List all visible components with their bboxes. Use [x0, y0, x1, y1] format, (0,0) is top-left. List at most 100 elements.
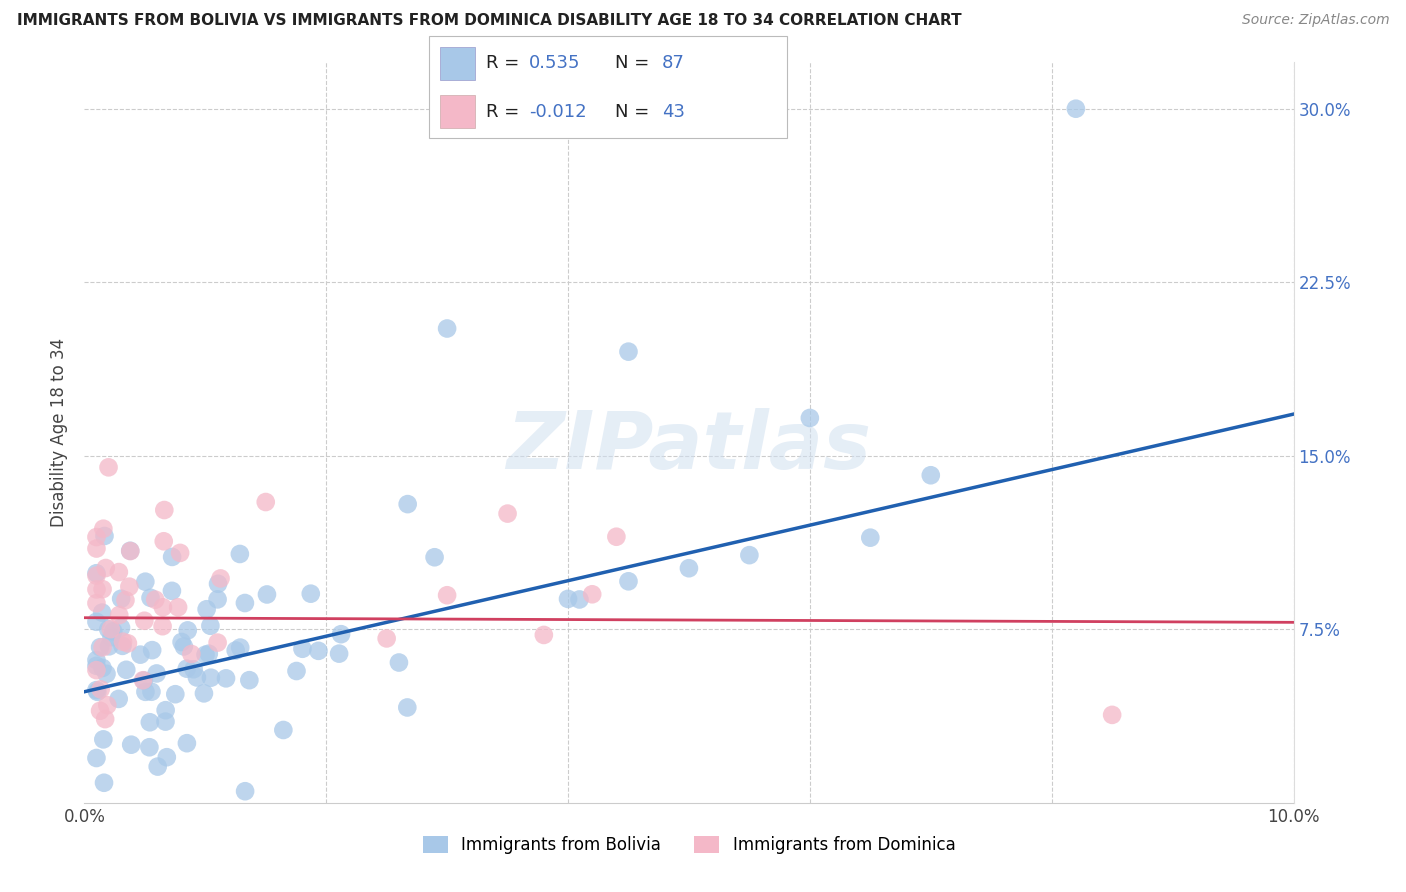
Point [152, 619, 174, 633]
Point [134, 574, 156, 589]
Point [330, 627, 353, 641]
Point [375, 632, 398, 646]
Point [96, 666, 118, 681]
Point [100, 630, 122, 644]
Point [194, 648, 217, 662]
Point [86, 541, 108, 556]
Point [160, 583, 183, 598]
Point [111, 639, 134, 653]
Point [233, 784, 256, 798]
Point [100, 622, 122, 636]
Point [170, 635, 193, 649]
Point [183, 662, 205, 676]
Point [165, 687, 187, 701]
Point [436, 321, 458, 335]
Point [160, 549, 183, 564]
Point [155, 703, 177, 717]
Point [86, 683, 108, 698]
Point [167, 600, 190, 615]
Point [91, 606, 114, 620]
Point [799, 411, 821, 425]
Point [396, 497, 419, 511]
Point [285, 664, 308, 678]
Text: R =: R = [486, 54, 526, 72]
Point [107, 692, 129, 706]
Point [89, 704, 111, 718]
Point [120, 544, 142, 558]
Point [173, 640, 195, 654]
Point [291, 641, 314, 656]
Point [91, 661, 114, 675]
Point [273, 723, 295, 737]
Point [152, 534, 174, 549]
Point [1064, 102, 1087, 116]
Point [86, 663, 108, 677]
Point [186, 670, 208, 684]
Point [215, 671, 238, 685]
Point [328, 647, 350, 661]
Point [132, 673, 155, 688]
Point [238, 673, 260, 688]
Point [103, 624, 125, 639]
Point [93, 529, 115, 543]
Point [176, 662, 198, 676]
Point [233, 596, 256, 610]
Point [496, 507, 519, 521]
Point [115, 663, 138, 677]
Point [98, 640, 121, 654]
Point [436, 588, 458, 602]
Point [1101, 707, 1123, 722]
Point [139, 715, 162, 730]
Point [93, 522, 115, 536]
Point [738, 548, 761, 562]
Point [229, 640, 252, 655]
Point [156, 750, 179, 764]
Point [605, 530, 627, 544]
Point [207, 576, 229, 591]
Point [94, 712, 117, 726]
Point [108, 608, 131, 623]
Point [110, 621, 132, 635]
Point [617, 344, 640, 359]
Point [86, 685, 108, 699]
Point [568, 592, 591, 607]
Point [86, 653, 108, 667]
Point [229, 547, 252, 561]
Point [86, 596, 108, 610]
Point [423, 550, 446, 565]
Text: IMMIGRANTS FROM BOLIVIA VS IMMIGRANTS FROM DOMINICA DISABILITY AGE 18 TO 34 CORR: IMMIGRANTS FROM BOLIVIA VS IMMIGRANTS FR… [17, 13, 962, 29]
Point [155, 714, 177, 729]
Point [97, 622, 120, 636]
Point [169, 546, 191, 560]
Point [91, 582, 114, 597]
Bar [440, 47, 475, 79]
Point [207, 592, 229, 607]
Point [120, 543, 142, 558]
Point [97, 460, 120, 475]
Point [143, 592, 166, 607]
Y-axis label: Disability Age 18 to 34: Disability Age 18 to 34 [51, 338, 69, 527]
Point [86, 568, 108, 582]
Point [141, 684, 163, 698]
Point [89, 640, 111, 655]
Point [256, 587, 278, 601]
Point [117, 636, 139, 650]
Point [86, 530, 108, 544]
Point [134, 614, 156, 628]
Point [193, 686, 215, 700]
Point [678, 561, 700, 575]
Point [145, 666, 167, 681]
Point [139, 591, 162, 605]
Point [132, 673, 155, 688]
Point [86, 658, 108, 673]
Text: 0.535: 0.535 [529, 54, 581, 72]
Point [396, 700, 419, 714]
Point [114, 593, 136, 607]
Point [209, 571, 232, 585]
Point [120, 738, 142, 752]
Point [153, 503, 176, 517]
Point [86, 566, 108, 581]
Text: ZIPatlas: ZIPatlas [506, 409, 872, 486]
Point [920, 468, 942, 483]
Point [197, 647, 219, 661]
